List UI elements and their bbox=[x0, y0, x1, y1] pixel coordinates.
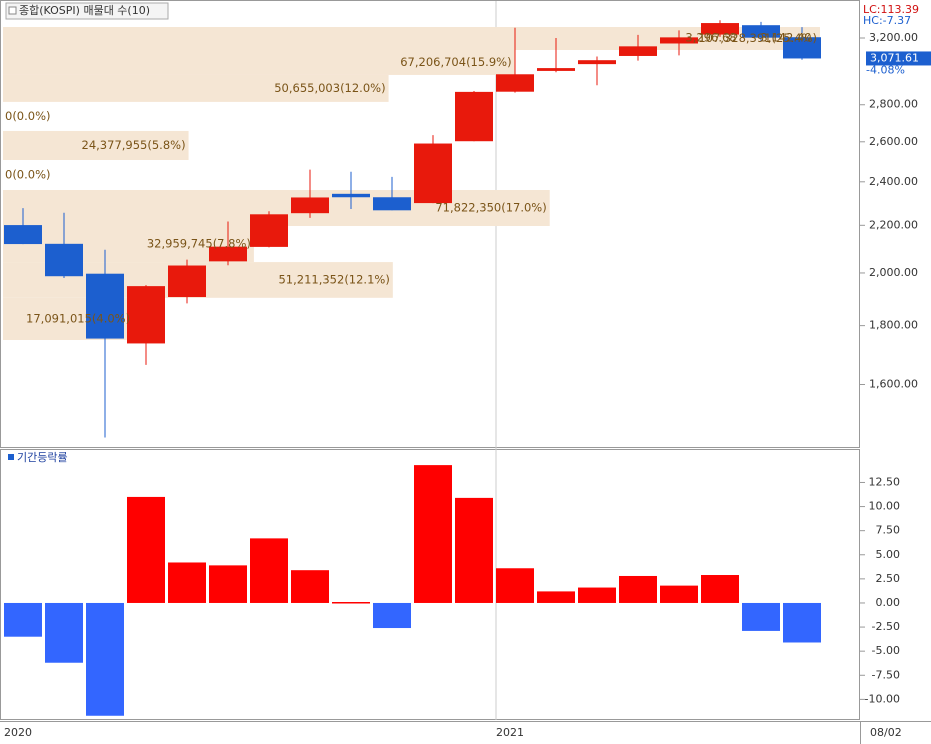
title-icon bbox=[8, 6, 17, 15]
volume-profile-label: 51,211,352(12.1%) bbox=[278, 272, 389, 286]
bar bbox=[455, 497, 493, 603]
bar bbox=[332, 602, 370, 604]
candle-body bbox=[783, 37, 821, 59]
volume-profile-label: 107,328,391(25.4%) bbox=[698, 31, 817, 45]
volume-profile-label: 24,377,955(5.8%) bbox=[82, 138, 186, 152]
y-tick-label: 0.00 bbox=[876, 596, 901, 609]
candle-body bbox=[45, 243, 83, 277]
bar bbox=[414, 465, 452, 603]
candle-body bbox=[4, 225, 42, 245]
volume-profile-bar bbox=[3, 130, 189, 161]
bar bbox=[291, 570, 329, 603]
lower-panel-border bbox=[0, 449, 860, 720]
last-price-label: 3,071.61 bbox=[870, 51, 919, 64]
volume-profile-label: 71,822,350(17.0%) bbox=[435, 200, 546, 214]
lower-title: 기간등락률 bbox=[17, 451, 68, 464]
y-tick-label: 2,800.00 bbox=[869, 98, 918, 111]
change-label: -4.08% bbox=[866, 63, 905, 76]
y-tick-label: 5.00 bbox=[876, 548, 901, 561]
y-tick-label: -7.50 bbox=[872, 668, 900, 681]
candle-body bbox=[209, 246, 247, 262]
y-tick-label: -5.00 bbox=[872, 644, 900, 657]
y-tick-label: 2,600.00 bbox=[869, 135, 918, 148]
candle-body bbox=[537, 68, 575, 71]
bar bbox=[250, 538, 288, 603]
chart-title: 종합(KOSPI) 매물대 수(10) bbox=[19, 4, 150, 17]
bar bbox=[127, 496, 165, 603]
candle-body bbox=[127, 286, 165, 344]
bar bbox=[537, 591, 575, 603]
bar bbox=[660, 585, 698, 603]
bar bbox=[619, 575, 657, 603]
candle-body bbox=[496, 74, 534, 92]
bar bbox=[701, 575, 739, 603]
bar bbox=[86, 602, 124, 716]
date-label: 08/02 bbox=[870, 726, 902, 739]
volume-profile-label: 50,655,003(12.0%) bbox=[274, 81, 385, 95]
y-tick-label: 1,600.00 bbox=[869, 378, 918, 391]
bar bbox=[373, 602, 411, 629]
x-tick-label: 2021 bbox=[496, 726, 524, 739]
volume-profile-bar bbox=[3, 27, 820, 51]
volume-profile-bar bbox=[3, 50, 515, 75]
y-tick-label: 2,400.00 bbox=[869, 175, 918, 188]
bar bbox=[742, 602, 780, 631]
y-tick-label: 1,800.00 bbox=[869, 319, 918, 332]
volume-profile-bar bbox=[3, 74, 389, 102]
candle-body bbox=[86, 273, 124, 339]
y-tick-label: -10.00 bbox=[865, 692, 900, 705]
y-tick-label: 3,200.00 bbox=[869, 31, 918, 44]
title-box bbox=[5, 2, 169, 20]
y-tick-label: 2.50 bbox=[876, 572, 901, 585]
candle-body bbox=[373, 197, 411, 211]
hc-label: HC:-7.37 bbox=[863, 14, 911, 27]
candle-body bbox=[701, 23, 739, 35]
volume-profile-label: 0(0.0%) bbox=[5, 109, 51, 123]
bar bbox=[496, 568, 534, 603]
candle-body bbox=[619, 46, 657, 56]
x-tick-label: 2020 bbox=[4, 726, 32, 739]
candle-body bbox=[455, 91, 493, 142]
last-price-box bbox=[866, 51, 931, 66]
candle-body bbox=[291, 197, 329, 214]
main-panel-border bbox=[0, 0, 860, 448]
y-tick-label: 7.50 bbox=[876, 524, 901, 537]
bar bbox=[578, 587, 616, 603]
bar bbox=[783, 602, 821, 643]
candle-body bbox=[578, 60, 616, 65]
candle-body bbox=[332, 193, 370, 198]
bar bbox=[45, 602, 83, 663]
candle-body bbox=[414, 143, 452, 204]
candle-body bbox=[250, 214, 288, 247]
y-tick-label: 2,000.00 bbox=[869, 266, 918, 279]
y-tick-label: 12.50 bbox=[869, 475, 901, 488]
bar bbox=[209, 565, 247, 603]
bar bbox=[4, 602, 42, 637]
volume-profile-label: 0(0.0%) bbox=[5, 168, 51, 182]
lc-label: LC:113.39 bbox=[863, 3, 919, 16]
annotation: 3,142.40 bbox=[760, 31, 811, 45]
plot-layer: 107,328,391(25.4%) 67,206,704(15.9%) 50,65… bbox=[3, 1, 918, 720]
candle-body bbox=[168, 265, 206, 298]
annotation: 3,296.68 bbox=[685, 31, 736, 45]
y-tick-label: -2.50 bbox=[872, 620, 900, 633]
candle-body bbox=[742, 25, 780, 38]
volume-profile-label: 67,206,704(15.9%) bbox=[400, 55, 511, 69]
y-tick-label: 10.00 bbox=[869, 500, 901, 513]
volume-profile-label: 32,959,745(7.8%) bbox=[147, 237, 251, 251]
lower-title-icon bbox=[8, 454, 14, 460]
y-tick-label: 2,200.00 bbox=[869, 218, 918, 231]
bar bbox=[168, 562, 206, 603]
candle-body bbox=[660, 37, 698, 44]
volume-profile-label: 17,091,015(4.0%) bbox=[26, 311, 130, 325]
